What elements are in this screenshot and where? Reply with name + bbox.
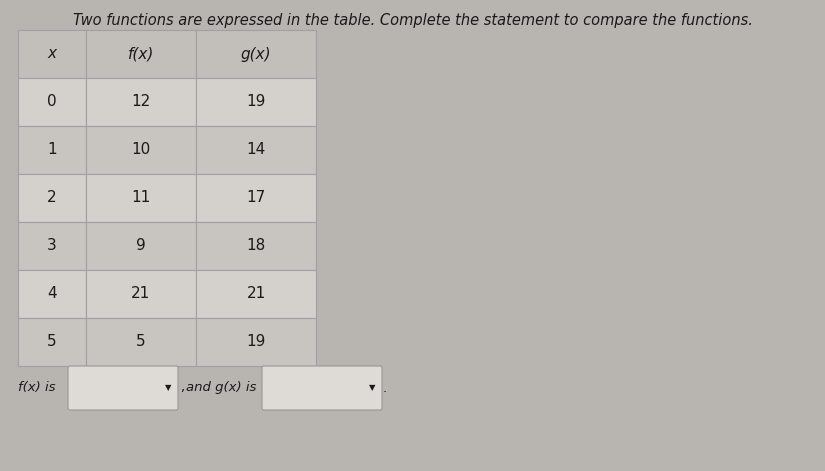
Text: ▼: ▼	[369, 383, 375, 392]
Text: 5: 5	[47, 334, 57, 349]
Bar	[196, 30, 316, 78]
FancyBboxPatch shape	[68, 366, 178, 410]
Bar	[196, 174, 316, 222]
Bar	[196, 126, 316, 174]
Bar	[86, 174, 196, 222]
Text: f(x) is: f(x) is	[18, 382, 55, 395]
Bar	[86, 126, 196, 174]
Text: ▼: ▼	[165, 383, 172, 392]
Bar	[18, 270, 86, 318]
Text: and g(x) is: and g(x) is	[186, 382, 257, 395]
Bar	[18, 30, 86, 78]
Text: 14: 14	[247, 143, 266, 157]
Text: 5: 5	[136, 334, 146, 349]
Text: 1: 1	[47, 143, 57, 157]
Bar	[86, 222, 196, 270]
Bar	[86, 270, 196, 318]
Bar	[86, 318, 196, 366]
Bar	[18, 222, 86, 270]
Text: ,: ,	[180, 382, 184, 395]
Bar	[196, 222, 316, 270]
Text: 11: 11	[131, 190, 151, 205]
Text: g(x): g(x)	[241, 47, 271, 62]
Bar	[18, 126, 86, 174]
Text: 21: 21	[131, 286, 151, 301]
Text: 19: 19	[247, 334, 266, 349]
Text: x: x	[48, 47, 56, 62]
Bar	[86, 78, 196, 126]
Bar	[18, 174, 86, 222]
Text: 2: 2	[47, 190, 57, 205]
FancyBboxPatch shape	[262, 366, 382, 410]
Bar	[196, 78, 316, 126]
Text: f(x): f(x)	[128, 47, 154, 62]
Bar	[86, 30, 196, 78]
Text: 21: 21	[247, 286, 266, 301]
Bar	[196, 270, 316, 318]
Text: 18: 18	[247, 238, 266, 253]
Text: 0: 0	[47, 95, 57, 109]
Bar	[18, 318, 86, 366]
Text: 10: 10	[131, 143, 151, 157]
Text: 12: 12	[131, 95, 151, 109]
Bar	[196, 318, 316, 366]
Text: 3: 3	[47, 238, 57, 253]
Text: .: .	[383, 382, 387, 395]
Text: 4: 4	[47, 286, 57, 301]
Text: Two functions are expressed in the table. Complete the statement to compare the : Two functions are expressed in the table…	[73, 13, 752, 28]
Text: 9: 9	[136, 238, 146, 253]
Text: 17: 17	[247, 190, 266, 205]
Bar	[18, 78, 86, 126]
Text: 19: 19	[247, 95, 266, 109]
